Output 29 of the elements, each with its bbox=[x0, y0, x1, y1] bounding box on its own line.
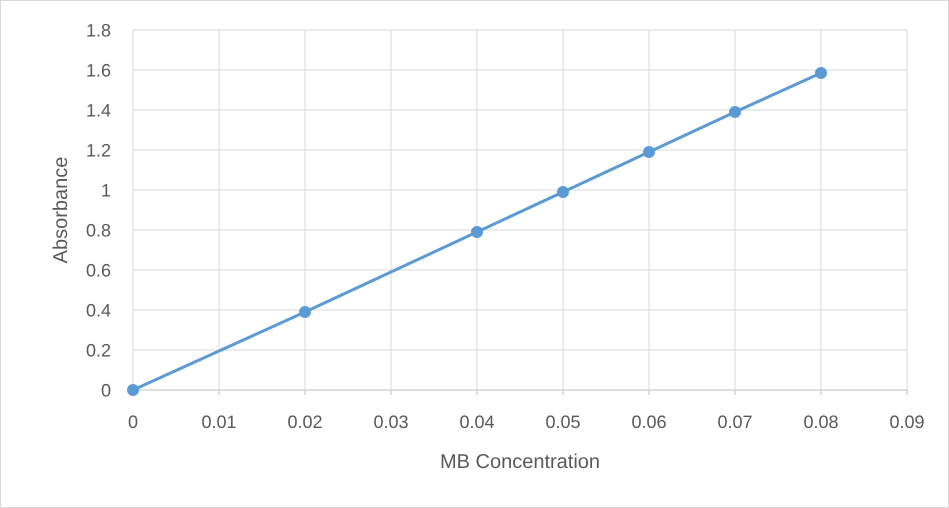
x-tick-label: 0.05 bbox=[545, 412, 581, 432]
x-tick-label: 0.03 bbox=[373, 412, 409, 432]
y-tick-label: 1 bbox=[100, 180, 111, 200]
x-tick-label: 0.09 bbox=[889, 412, 925, 432]
point bbox=[643, 146, 655, 158]
y-tick-label: 0.8 bbox=[86, 220, 111, 240]
y-tick-label: 1.4 bbox=[86, 100, 111, 120]
point bbox=[299, 306, 311, 318]
y-tick-label: 0 bbox=[100, 380, 111, 400]
y-tick-label: 0.2 bbox=[86, 340, 111, 360]
point bbox=[557, 186, 569, 198]
x-tick-label: 0.01 bbox=[201, 412, 237, 432]
x-tick-label: 0.04 bbox=[459, 412, 495, 432]
point bbox=[127, 384, 139, 396]
point bbox=[471, 226, 483, 238]
x-tick-label: 0.08 bbox=[803, 412, 839, 432]
y-tick-label: 1.2 bbox=[86, 140, 111, 160]
y-tick-label: 0.6 bbox=[86, 260, 111, 280]
y-tick-label: 1.6 bbox=[86, 60, 111, 80]
y-tick-label: 0.4 bbox=[86, 300, 111, 320]
x-tick-label: 0.06 bbox=[631, 412, 667, 432]
point bbox=[729, 106, 741, 118]
point bbox=[815, 67, 827, 79]
x-tick-label: 0.07 bbox=[717, 412, 753, 432]
y-tick-label: 1.8 bbox=[86, 20, 111, 40]
x-tick-label: 0.02 bbox=[287, 412, 323, 432]
x-tick-label: 0 bbox=[128, 412, 138, 432]
y-axis-title: Absorbance bbox=[50, 156, 72, 264]
x-axis-title: MB Concentration bbox=[440, 451, 600, 473]
